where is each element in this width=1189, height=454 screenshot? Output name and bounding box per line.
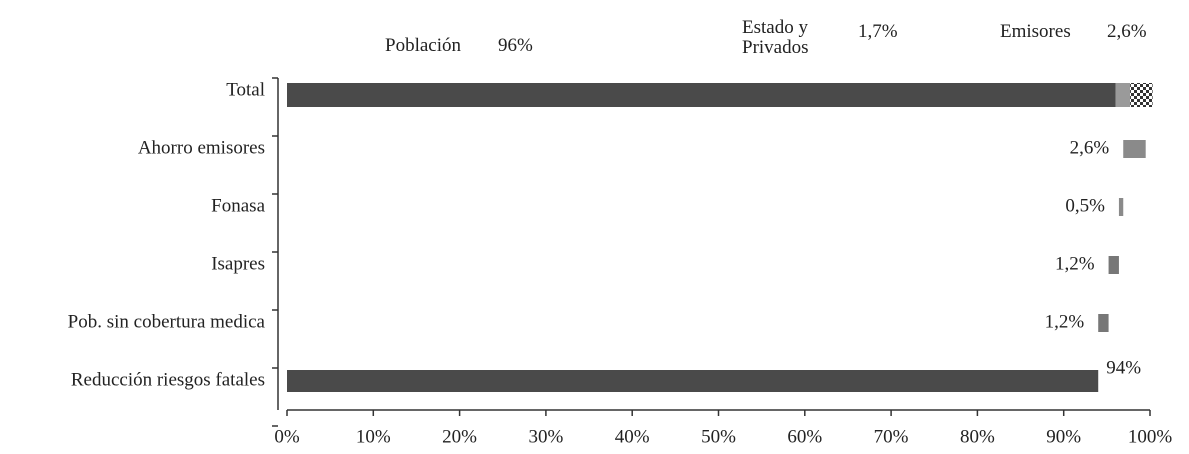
x-tick-label: 90% xyxy=(1046,426,1081,447)
bar xyxy=(287,370,1099,392)
value-label: 94% xyxy=(1106,357,1141,378)
x-tick-label: 100% xyxy=(1128,426,1173,447)
x-tick-label: 20% xyxy=(442,426,477,447)
value-label: 0,5% xyxy=(1065,195,1105,216)
series-value-label: 96% xyxy=(498,35,533,56)
category-label: Isapres xyxy=(211,253,265,274)
category-label: Total xyxy=(226,79,265,100)
x-tick-label: 40% xyxy=(615,426,650,447)
value-label: 2,6% xyxy=(1070,137,1110,158)
bar xyxy=(1098,314,1109,332)
x-tick-label: 50% xyxy=(701,426,736,447)
bar-segment xyxy=(1115,83,1131,107)
series-name: Población xyxy=(385,35,461,56)
bar-segment xyxy=(287,83,1116,107)
bar xyxy=(1123,140,1146,158)
series-value-label: 1,7% xyxy=(858,21,898,42)
bar-segment xyxy=(1130,83,1153,107)
category-label: Ahorro emisores xyxy=(138,137,265,158)
bar xyxy=(1118,198,1124,216)
series-value-label: 2,6% xyxy=(1107,21,1147,42)
value-label: 1,2% xyxy=(1055,253,1095,274)
value-label: 1,2% xyxy=(1045,311,1085,332)
x-tick-label: 30% xyxy=(528,426,563,447)
category-label: Fonasa xyxy=(211,195,265,216)
x-tick-label: 80% xyxy=(960,426,995,447)
x-tick-label: 70% xyxy=(874,426,909,447)
category-label: Pob. sin cobertura medica xyxy=(68,311,266,332)
category-label: Reducción riesgos fatales xyxy=(71,369,265,390)
series-name: Estado y Privados xyxy=(742,17,809,58)
x-tick-label: 10% xyxy=(356,426,391,447)
x-tick-label: 0% xyxy=(274,426,300,447)
x-tick-label: 60% xyxy=(787,426,822,447)
bar xyxy=(1108,256,1119,274)
series-name: Emisores xyxy=(1000,21,1071,42)
